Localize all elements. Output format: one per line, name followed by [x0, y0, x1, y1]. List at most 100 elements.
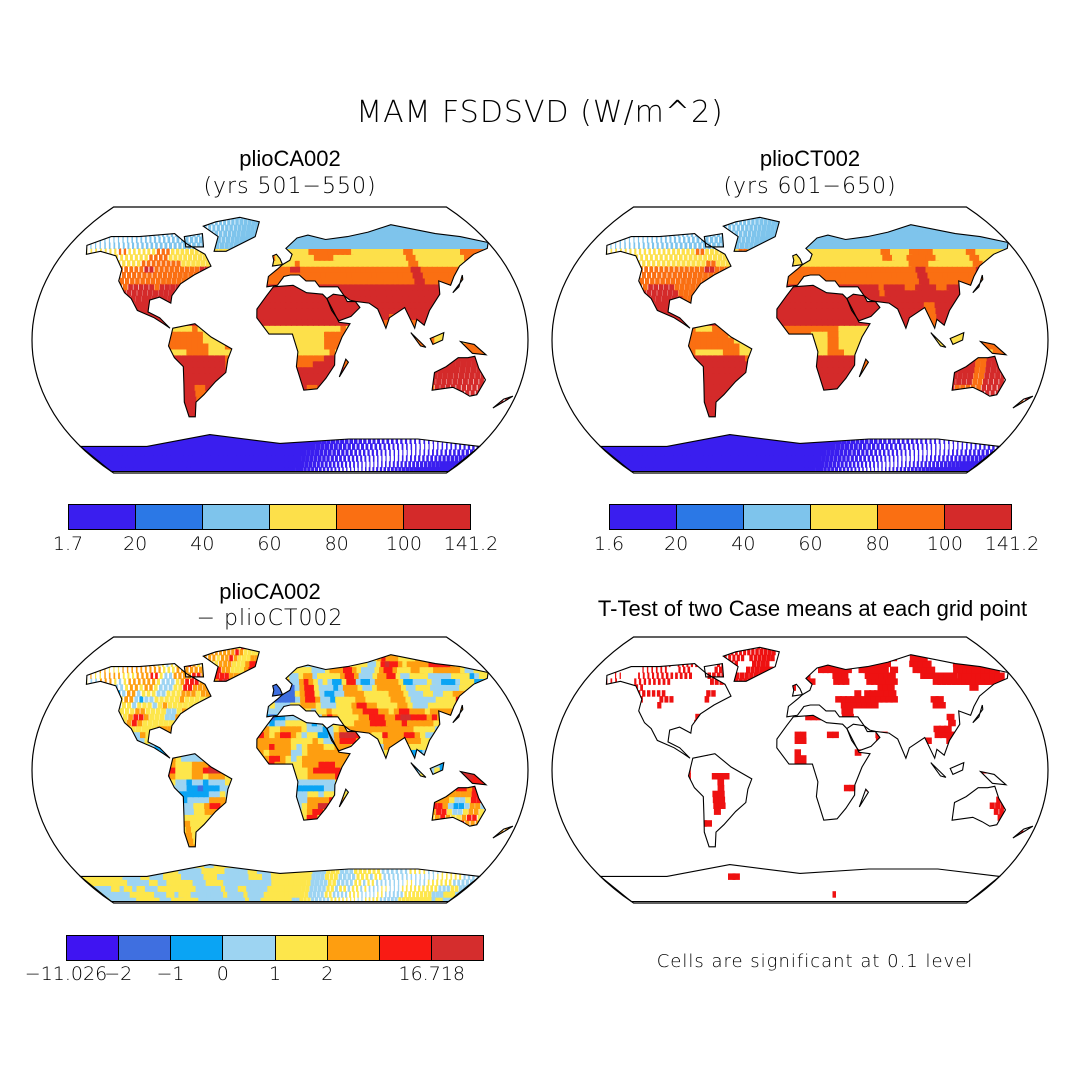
panel-4-title: T-Test of two Case means at each grid po… — [597, 596, 1028, 621]
colorbar-tick-label: 80 — [865, 533, 890, 555]
coastline-sumatra — [930, 332, 947, 348]
map-boundary — [551, 636, 1049, 904]
panel-3-subtitle: − plioCT002 — [196, 606, 344, 631]
map-boundary — [551, 206, 1049, 474]
coastline-uk — [791, 683, 804, 697]
coastline-greenland — [202, 216, 260, 252]
coastline-australia — [431, 355, 487, 397]
colorbar-swatch — [379, 936, 432, 960]
coastline-sumatra — [930, 762, 947, 778]
colorbar-plioCT002 — [609, 504, 1012, 530]
coastline-newguinea — [978, 340, 1008, 356]
map-boundary — [31, 206, 529, 474]
colorbar-swatch — [878, 505, 945, 529]
colorbar-swatch — [610, 505, 677, 529]
coastline-madagascar — [858, 358, 870, 378]
colorbar-tick-label: 60 — [257, 533, 282, 555]
colorbar-swatch — [811, 505, 878, 529]
map-plioCA002 — [31, 206, 529, 474]
colorbar-swatch — [270, 505, 337, 529]
coastline-uk — [791, 253, 804, 267]
colorbar-tick-label: 100 — [926, 533, 963, 555]
coastline-nz — [492, 825, 514, 839]
panel-1-title: plioCA002 — [239, 146, 341, 171]
colorbar-swatch — [744, 505, 811, 529]
coastline-africa — [256, 284, 351, 391]
coastline-nz — [1012, 825, 1034, 839]
coastline-eurasia — [266, 654, 489, 760]
colorbar-tick-label: 1.6 — [593, 533, 625, 555]
coastline-sumatra — [410, 762, 427, 778]
coastline-baffin — [703, 662, 725, 678]
colorbar-swatch — [275, 936, 328, 960]
map-plioCT002 — [551, 206, 1049, 474]
coastline-arabia — [326, 723, 361, 752]
coastline-samerica — [687, 323, 753, 418]
coastline-australia — [951, 355, 1007, 397]
colorbar-swatch — [337, 505, 404, 529]
coastline-samerica — [687, 753, 753, 848]
coastline-antarctica — [78, 434, 481, 473]
coastline-newguinea — [978, 770, 1008, 786]
colorbar-tick-label: 141.2 — [984, 533, 1040, 555]
colorbar-tick-label: −11.026 — [24, 963, 108, 985]
coastline-nz — [1012, 395, 1034, 409]
coastline-japan — [452, 274, 464, 294]
coastline-borneo — [949, 761, 965, 776]
coastline-baffin — [183, 232, 205, 248]
coastline-baffin — [183, 662, 205, 678]
coastline-australia — [951, 785, 1007, 827]
coastline-madagascar — [858, 788, 870, 808]
colorbar-tick-label: 80 — [324, 533, 349, 555]
colorbar-plioCA002 — [68, 504, 471, 530]
coastline-australia — [431, 785, 487, 827]
coastline-sumatra — [410, 332, 427, 348]
coastline-uk — [271, 683, 284, 697]
colorbar-ticks-difference: −11.026 −2 −1 0 1 2 16.718 — [25, 963, 484, 987]
coastline-samerica — [167, 753, 233, 848]
colorbar-swatch — [69, 505, 136, 529]
coastline-antarctica — [598, 434, 1001, 473]
coastline-uk — [271, 253, 284, 267]
coastline-africa — [776, 284, 871, 391]
coastline-arabia — [326, 293, 361, 322]
colorbar-tick-label: 1 — [268, 963, 282, 985]
colorbar-tick-label: −1 — [156, 963, 185, 985]
coastline-samerica — [167, 323, 233, 418]
colorbar-ticks-plioCT002: 1.6 20 40 60 80 100 141.2 — [594, 533, 1039, 557]
coastline-greenland — [722, 216, 780, 252]
coastline-japan — [972, 274, 984, 294]
map-difference — [31, 636, 529, 904]
colorbar-tick-label: 20 — [664, 533, 689, 555]
map-boundary — [31, 636, 529, 904]
coastline-baffin — [703, 232, 725, 248]
colorbar-tick-label: 16.718 — [398, 963, 465, 985]
coastline-africa — [776, 714, 871, 821]
coastline-borneo — [949, 331, 965, 346]
coastline-eurasia — [266, 224, 489, 330]
colorbar-ticks-plioCA002: 1.7 20 40 60 80 100 141.2 — [53, 533, 498, 557]
colorbar-swatch — [67, 936, 120, 960]
panel-3-title: plioCA002 — [219, 579, 321, 604]
colorbar-swatch — [203, 505, 270, 529]
coastline-borneo — [429, 761, 445, 776]
coastline-africa — [256, 714, 351, 821]
coastline-borneo — [429, 331, 445, 346]
coastline-newguinea — [458, 340, 488, 356]
significance-note: Cells are significant at 0.1 level — [656, 951, 974, 972]
coastline-greenland — [722, 646, 780, 682]
panel-1-subtitle: (yrs 501−550) — [203, 174, 377, 199]
colorbar-tick-label: 0 — [216, 963, 229, 985]
coastline-nz — [492, 395, 514, 409]
colorbar-swatch — [119, 936, 172, 960]
colorbar-swatch — [327, 936, 380, 960]
coastline-madagascar — [338, 358, 350, 378]
coastline-newguinea — [458, 770, 488, 786]
panel-2-title: plioCT002 — [759, 146, 861, 171]
colorbar-swatch — [404, 505, 470, 529]
coastline-antarctica — [598, 864, 1001, 903]
coastline-eurasia — [786, 224, 1009, 330]
map-ocean — [552, 637, 1048, 903]
colorbar-tick-label: 1.7 — [52, 533, 84, 555]
colorbar-swatch — [136, 505, 203, 529]
